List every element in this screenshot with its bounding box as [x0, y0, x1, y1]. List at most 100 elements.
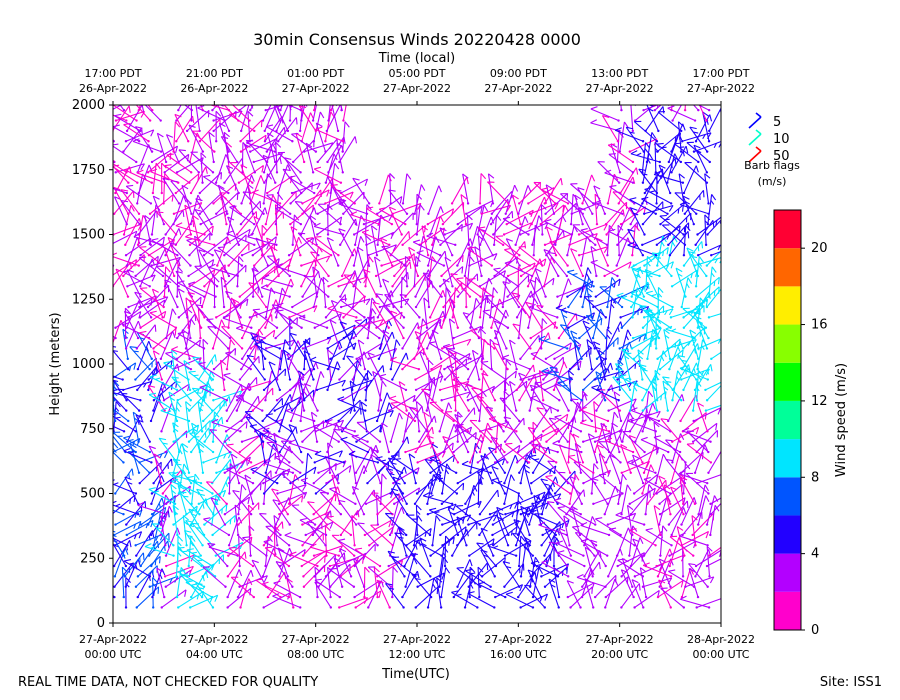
wind-barb	[196, 488, 214, 515]
wind-barb	[438, 556, 445, 587]
wind-barb-flag	[491, 477, 499, 481]
wind-barb-base	[273, 150, 277, 153]
wind-barb	[365, 370, 369, 401]
wind-barb-base	[479, 305, 483, 309]
wind-barb-flag	[125, 577, 131, 583]
wind-barb-flag	[480, 455, 488, 459]
wind-barb-flag	[538, 521, 546, 526]
wind-barb	[341, 298, 371, 308]
wind-barb	[319, 492, 342, 515]
wind-barb	[353, 218, 381, 235]
wind-barb-flag	[403, 466, 407, 474]
wind-barb-base	[364, 388, 367, 392]
wind-barb-base	[553, 222, 557, 226]
wind-barb-base	[273, 160, 277, 164]
wind-barb	[441, 254, 464, 277]
top-tick-label-date: 27-Apr-2022	[586, 82, 654, 95]
wind-barb	[253, 216, 265, 246]
wind-barb-half-flag	[572, 273, 578, 276]
wind-barb-flag	[536, 304, 544, 307]
wind-barb-base	[201, 544, 204, 547]
wind-barb-base	[519, 440, 523, 443]
wind-barb	[289, 367, 312, 391]
wind-barb-flag	[189, 566, 194, 573]
wind-barb	[485, 406, 505, 432]
wind-barb-flag	[496, 214, 502, 221]
wind-barb-half-flag	[380, 459, 386, 462]
wind-barb-half-flag	[544, 338, 550, 342]
wind-barb-flag	[512, 194, 519, 200]
wind-barb-base	[456, 264, 459, 267]
wind-barb-flag	[429, 401, 437, 404]
wind-barb-flag	[337, 486, 341, 494]
wind-barb	[113, 126, 140, 142]
wind-barb	[571, 202, 600, 215]
wind-barb-half-flag	[634, 363, 637, 369]
wind-barb-flag	[225, 504, 228, 512]
wind-barb-flag	[494, 320, 501, 325]
wind-barb-base	[189, 606, 192, 609]
wind-barb-flag	[271, 314, 273, 322]
wind-barb-base	[542, 378, 545, 381]
wind-barb	[351, 435, 378, 453]
wind-barb	[481, 556, 506, 577]
wind-barb-flag	[183, 463, 189, 471]
wind-barb-base	[605, 233, 608, 236]
wind-barb	[177, 288, 188, 318]
wind-barb-base	[216, 264, 219, 267]
wind-barb-flag	[366, 206, 374, 210]
wind-barb-flag	[163, 361, 171, 364]
wind-barb-base	[543, 554, 546, 557]
wind-barb-base	[621, 440, 624, 443]
wind-barb-base	[427, 212, 430, 215]
wind-barb-flag	[200, 99, 206, 102]
wind-barb	[303, 555, 326, 577]
wind-barb	[176, 313, 196, 339]
wind-barb-base	[172, 150, 175, 153]
wind-barb	[412, 241, 441, 256]
wind-barb	[113, 162, 127, 173]
wind-barb-flag	[510, 474, 515, 481]
wind-barb-flag	[554, 497, 562, 501]
wind-barb	[545, 226, 557, 256]
wind-barb	[200, 152, 204, 183]
wind-barb-base	[137, 140, 141, 143]
wind-barb-base	[527, 202, 530, 205]
wind-barb	[113, 379, 128, 401]
wind-barb-flag	[452, 376, 460, 381]
wind-barb-base	[416, 461, 419, 464]
wind-barb-base	[274, 471, 278, 474]
wind-barb	[416, 252, 445, 267]
wind-barb	[251, 207, 266, 235]
wind-barb	[439, 402, 450, 432]
wind-barb-base	[150, 233, 154, 236]
wind-barb-flag	[505, 309, 509, 317]
wind-barb-base	[288, 461, 291, 464]
wind-barb-flag	[288, 175, 296, 178]
wind-barb-base	[146, 171, 150, 174]
wind-barb	[138, 210, 158, 235]
wind-barb-flag	[113, 530, 116, 533]
wind-barb-base	[605, 347, 609, 350]
wind-barb-base	[277, 274, 280, 278]
wind-barb-flag	[454, 287, 461, 294]
wind-barb	[290, 466, 317, 484]
wind-barb-flag	[208, 263, 216, 268]
wind-barb-base	[150, 274, 153, 278]
wind-barb	[352, 178, 370, 204]
wind-barb-base	[479, 388, 483, 392]
wind-barb-base	[367, 326, 370, 329]
wind-barb	[568, 509, 596, 526]
wind-barb-half-flag	[587, 345, 593, 350]
wind-barb-base	[240, 440, 244, 443]
wind-barb	[593, 493, 622, 505]
wind-barb-base	[492, 544, 495, 547]
wind-barb	[450, 273, 471, 298]
wind-barb-base	[263, 129, 266, 133]
wind-barb	[381, 422, 390, 453]
wind-barb-base	[364, 399, 367, 402]
wind-barb-flag	[352, 177, 360, 181]
wind-barb	[251, 191, 281, 204]
wind-barb-flag	[442, 343, 450, 348]
wind-barb-half-flag	[497, 480, 503, 484]
